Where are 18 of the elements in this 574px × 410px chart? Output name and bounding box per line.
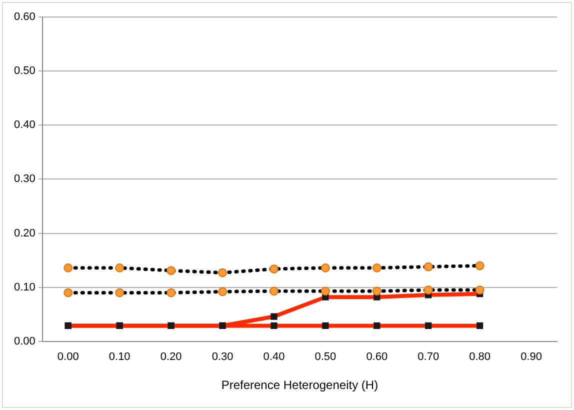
y-tick-label: 0.20 xyxy=(14,227,36,240)
y-tick-label: 0.10 xyxy=(14,281,36,294)
y-tick-label: 0.30 xyxy=(14,173,36,186)
x-tick-label: 0.00 xyxy=(57,351,79,364)
x-tick-label: 0.70 xyxy=(418,351,440,364)
x-axis-title: Preference Heterogeneity (H) xyxy=(221,378,378,392)
x-tick-label: 0.90 xyxy=(520,351,542,364)
x-tick-label: 0.40 xyxy=(263,351,285,364)
x-tick-label: 0.60 xyxy=(366,351,388,364)
x-tick-label: 0.80 xyxy=(469,351,491,364)
x-tick-label: 0.10 xyxy=(108,351,130,364)
y-tick-label: 0.40 xyxy=(14,119,36,132)
y-tick-label: 0.50 xyxy=(14,65,36,78)
y-tick-label: 0.00 xyxy=(14,335,36,348)
y-tick-label: 0.60 xyxy=(14,11,36,24)
x-tick-label: 0.30 xyxy=(212,351,234,364)
x-tick-label: 0.50 xyxy=(314,351,336,364)
x-tick-label: 0.20 xyxy=(160,351,182,364)
